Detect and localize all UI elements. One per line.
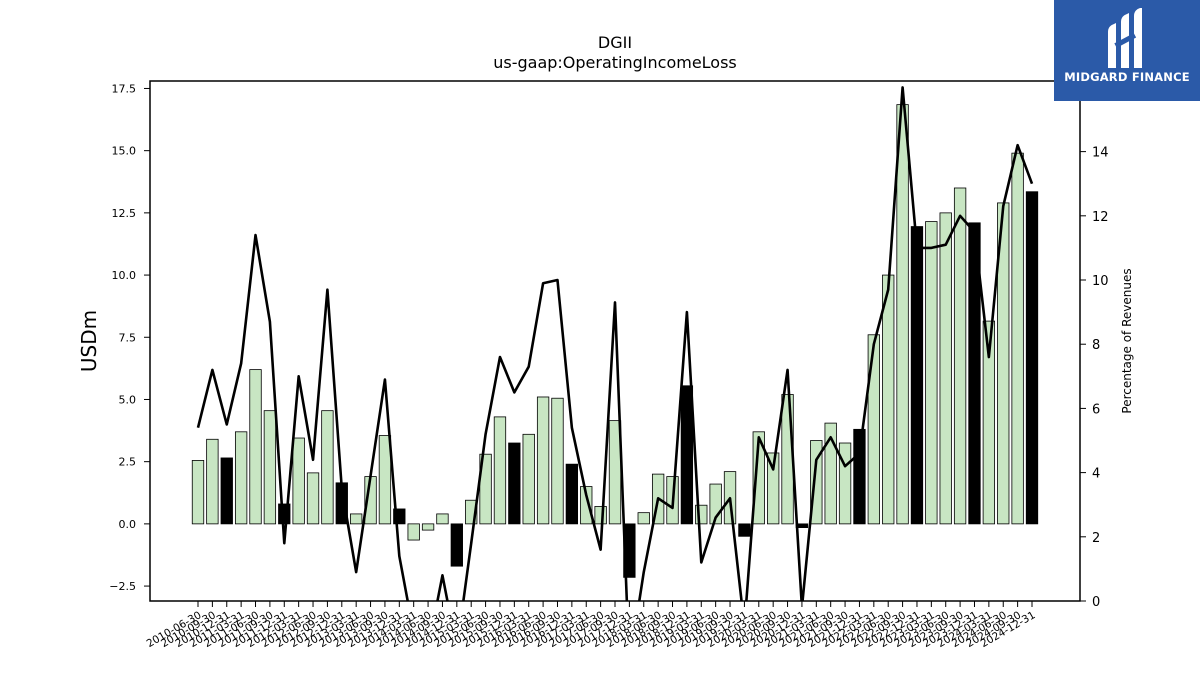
annual-bar — [508, 442, 521, 525]
quarter-bar — [249, 369, 262, 525]
percentage-line — [196, 86, 1034, 601]
y-tick-label: 2.5 — [119, 456, 137, 469]
quarter-bar — [695, 504, 708, 525]
bars-layer — [191, 104, 1039, 578]
quarter-bar — [925, 221, 938, 525]
quarter-bar — [465, 499, 478, 525]
quarter-bar — [953, 187, 967, 525]
quarter-bar — [939, 212, 952, 525]
left-y-axis: −2.5 0.0 2.5 5.0 7.5 10.0 12.5 15.0 17.5 — [109, 82, 150, 593]
quarter-bar — [580, 486, 593, 525]
y-tick-label: 0.0 — [119, 518, 137, 531]
annual-bar — [968, 222, 981, 525]
quarter-bar — [493, 416, 507, 525]
y-tick-label: 12.5 — [112, 207, 137, 220]
y2-tick-label: 0 — [1092, 595, 1100, 610]
quarter-bar — [824, 422, 837, 525]
quarter-bar — [421, 523, 435, 531]
y2-tick-label: 14 — [1092, 146, 1109, 161]
y-axis-label: USDm — [77, 310, 101, 372]
quarter-bar — [522, 433, 535, 525]
y-tick-label: 7.5 — [119, 331, 137, 344]
annual-bar — [910, 226, 924, 525]
y2-tick-label: 12 — [1092, 210, 1109, 225]
quarter-bar — [206, 438, 219, 525]
y-tick-label: −2.5 — [109, 580, 136, 593]
y-tick-label: 5.0 — [119, 393, 137, 406]
y2-tick-label: 10 — [1092, 274, 1109, 289]
x-axis: 2010-06-302010-09-302010-12-312011-03-31… — [145, 601, 1038, 650]
quarter-bar — [436, 513, 449, 525]
quarter-bar — [191, 460, 205, 525]
annual-bar — [1025, 191, 1039, 525]
y-tick-label: 15.0 — [112, 145, 137, 158]
quarter-bar — [810, 440, 823, 525]
quarter-bar — [882, 274, 895, 525]
annual-bar — [680, 385, 694, 525]
quarter-bar — [263, 410, 277, 525]
y2-axis-label: Percentage of Revenues — [1120, 268, 1134, 413]
quarter-bar — [752, 431, 765, 525]
quarter-bar — [378, 435, 392, 525]
quarter-bar — [838, 442, 852, 525]
annual-bar — [450, 523, 463, 567]
quarter-bar — [234, 431, 248, 525]
quarter-bar — [767, 452, 780, 525]
y2-tick-label: 6 — [1092, 402, 1100, 417]
quarter-bar — [407, 523, 420, 541]
midgard-finance-logo: MIDGARD FINANCE — [1054, 0, 1200, 101]
annual-bar — [393, 508, 406, 525]
quarter-bar — [637, 512, 650, 525]
chart-subtitle: us-gaap:OperatingIncomeLoss — [493, 53, 737, 72]
quarter-bar — [321, 410, 334, 525]
line-layer — [196, 86, 1034, 601]
chart-title: DGII — [598, 33, 632, 52]
y-tick-label: 10.0 — [112, 269, 137, 282]
quarter-bar — [292, 437, 305, 525]
quarter-bar — [982, 320, 996, 525]
quarter-bar — [350, 513, 363, 525]
quarter-bar — [306, 472, 320, 525]
logo-text: MIDGARD FINANCE — [1064, 70, 1190, 84]
quarter-bar — [551, 397, 564, 525]
quarter-bar — [1011, 152, 1024, 525]
quarter-bar — [594, 506, 607, 525]
midgard-bars-icon — [1108, 8, 1142, 68]
y-tick-label: 17.5 — [112, 82, 137, 95]
right-y-axis: 0246810121416 — [1080, 81, 1109, 610]
y2-tick-label: 4 — [1092, 467, 1100, 482]
y2-tick-label: 8 — [1092, 338, 1100, 353]
y2-tick-label: 2 — [1092, 531, 1100, 546]
annual-bar — [565, 463, 579, 525]
quarter-bar — [781, 394, 794, 525]
quarter-bar — [479, 453, 492, 525]
quarter-bar — [709, 483, 722, 525]
quarter-bar — [896, 104, 909, 525]
quarter-bar — [536, 396, 550, 525]
annual-bar — [853, 428, 866, 525]
quarter-bar — [867, 334, 880, 525]
annual-bar — [220, 457, 233, 525]
annual-bar — [738, 523, 751, 537]
